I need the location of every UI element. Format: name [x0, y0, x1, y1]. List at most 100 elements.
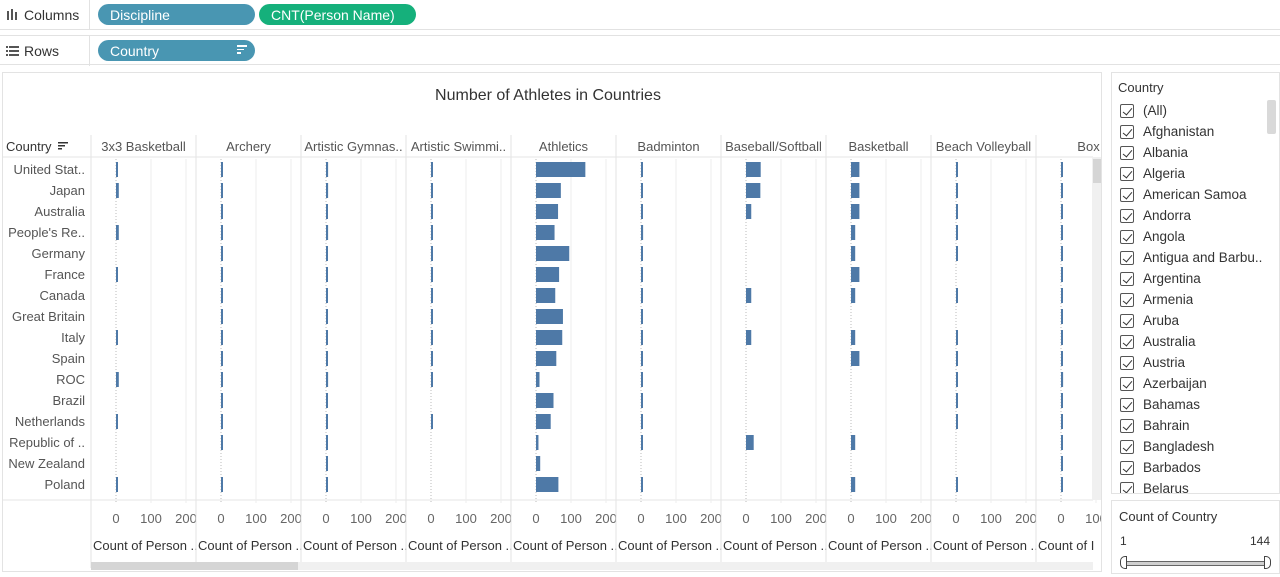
filter-item[interactable]: Antigua and Barbu..: [1120, 247, 1268, 268]
bar[interactable]: [851, 435, 856, 450]
bar[interactable]: [1061, 267, 1063, 282]
bar[interactable]: [956, 330, 958, 345]
bar[interactable]: [851, 288, 856, 303]
bar[interactable]: [1061, 477, 1063, 492]
bar[interactable]: [221, 288, 223, 303]
bar[interactable]: [431, 414, 433, 429]
bar[interactable]: [956, 477, 958, 492]
checkbox-checked-icon[interactable]: [1120, 124, 1134, 139]
vertical-scroll-thumb[interactable]: [1093, 159, 1102, 183]
checkbox-checked-icon[interactable]: [1120, 397, 1134, 412]
bar[interactable]: [641, 162, 643, 177]
filter-item[interactable]: Azerbaijan: [1120, 373, 1268, 394]
checkbox-checked-icon[interactable]: [1120, 208, 1134, 223]
bar[interactable]: [641, 393, 643, 408]
bar[interactable]: [641, 330, 643, 345]
bar[interactable]: [641, 204, 643, 219]
bar[interactable]: [851, 351, 860, 366]
bar[interactable]: [956, 204, 958, 219]
filter-scrollbar[interactable]: [1267, 100, 1276, 134]
bar[interactable]: [326, 330, 328, 345]
bar[interactable]: [536, 309, 563, 324]
bar[interactable]: [851, 162, 860, 177]
bar[interactable]: [641, 309, 643, 324]
bar[interactable]: [431, 372, 433, 387]
filter-item[interactable]: Bahrain: [1120, 415, 1268, 436]
bar[interactable]: [956, 351, 958, 366]
checkbox-checked-icon[interactable]: [1120, 103, 1134, 118]
filter-item[interactable]: Bangladesh: [1120, 436, 1268, 457]
bar[interactable]: [221, 351, 223, 366]
bar[interactable]: [1061, 351, 1063, 366]
bar[interactable]: [851, 330, 856, 345]
bar[interactable]: [221, 477, 223, 492]
bar[interactable]: [851, 477, 856, 492]
checkbox-checked-icon[interactable]: [1120, 271, 1134, 286]
bar[interactable]: [326, 351, 328, 366]
bar[interactable]: [956, 246, 958, 261]
bar[interactable]: [641, 288, 643, 303]
bar[interactable]: [326, 393, 328, 408]
bar[interactable]: [641, 225, 644, 240]
bar[interactable]: [326, 414, 328, 429]
checkbox-checked-icon[interactable]: [1120, 313, 1134, 328]
bar[interactable]: [641, 372, 643, 387]
bar[interactable]: [1061, 393, 1063, 408]
bar[interactable]: [221, 330, 223, 345]
horizontal-scroll-track[interactable]: [91, 562, 1093, 570]
bar[interactable]: [746, 204, 752, 219]
checkbox-checked-icon[interactable]: [1120, 376, 1134, 391]
bar[interactable]: [326, 267, 328, 282]
country-pill[interactable]: Country: [98, 40, 255, 61]
bar[interactable]: [956, 393, 958, 408]
bar[interactable]: [641, 246, 643, 261]
bar[interactable]: [326, 246, 328, 261]
bar[interactable]: [1061, 330, 1063, 345]
bar[interactable]: [116, 477, 118, 492]
bar[interactable]: [431, 183, 433, 198]
filter-item[interactable]: Armenia: [1120, 289, 1268, 310]
bar[interactable]: [326, 372, 329, 387]
bar[interactable]: [431, 246, 433, 261]
bar[interactable]: [431, 162, 433, 177]
bar[interactable]: [326, 162, 329, 177]
checkbox-checked-icon[interactable]: [1120, 229, 1134, 244]
horizontal-scroll-thumb[interactable]: [91, 562, 298, 570]
bar[interactable]: [641, 435, 643, 450]
checkbox-checked-icon[interactable]: [1120, 418, 1134, 433]
bar[interactable]: [536, 351, 557, 366]
bar-chart[interactable]: Country United Stat.. Japan Australia People…: [3, 73, 1102, 572]
bar[interactable]: [221, 225, 223, 240]
filter-item[interactable]: Bahamas: [1120, 394, 1268, 415]
bar[interactable]: [116, 183, 119, 198]
bar[interactable]: [956, 183, 958, 198]
filter-item[interactable]: Algeria: [1120, 163, 1268, 184]
bar[interactable]: [641, 183, 643, 198]
bar[interactable]: [746, 330, 752, 345]
filter-item[interactable]: Belarus: [1120, 478, 1268, 493]
bar[interactable]: [1061, 246, 1063, 261]
filter-item[interactable]: Angola: [1120, 226, 1268, 247]
bar[interactable]: [221, 183, 223, 198]
bar[interactable]: [326, 456, 328, 471]
bar[interactable]: [221, 162, 223, 177]
bar[interactable]: [956, 414, 958, 429]
checkbox-checked-icon[interactable]: [1120, 439, 1134, 454]
bar[interactable]: [221, 267, 223, 282]
bar[interactable]: [116, 414, 118, 429]
range-handle-max[interactable]: [1264, 556, 1271, 569]
range-slider-track[interactable]: [1124, 561, 1267, 566]
bar[interactable]: [1061, 309, 1063, 324]
bar[interactable]: [641, 351, 643, 366]
bar[interactable]: [1061, 183, 1063, 198]
bar[interactable]: [431, 267, 433, 282]
bar[interactable]: [326, 309, 328, 324]
bar[interactable]: [746, 435, 754, 450]
bar[interactable]: [1061, 372, 1064, 387]
bar[interactable]: [221, 393, 223, 408]
filter-item[interactable]: Barbados: [1120, 457, 1268, 478]
bar[interactable]: [1061, 435, 1063, 450]
bar[interactable]: [536, 225, 555, 240]
bar[interactable]: [116, 330, 118, 345]
checkbox-checked-icon[interactable]: [1120, 292, 1134, 307]
